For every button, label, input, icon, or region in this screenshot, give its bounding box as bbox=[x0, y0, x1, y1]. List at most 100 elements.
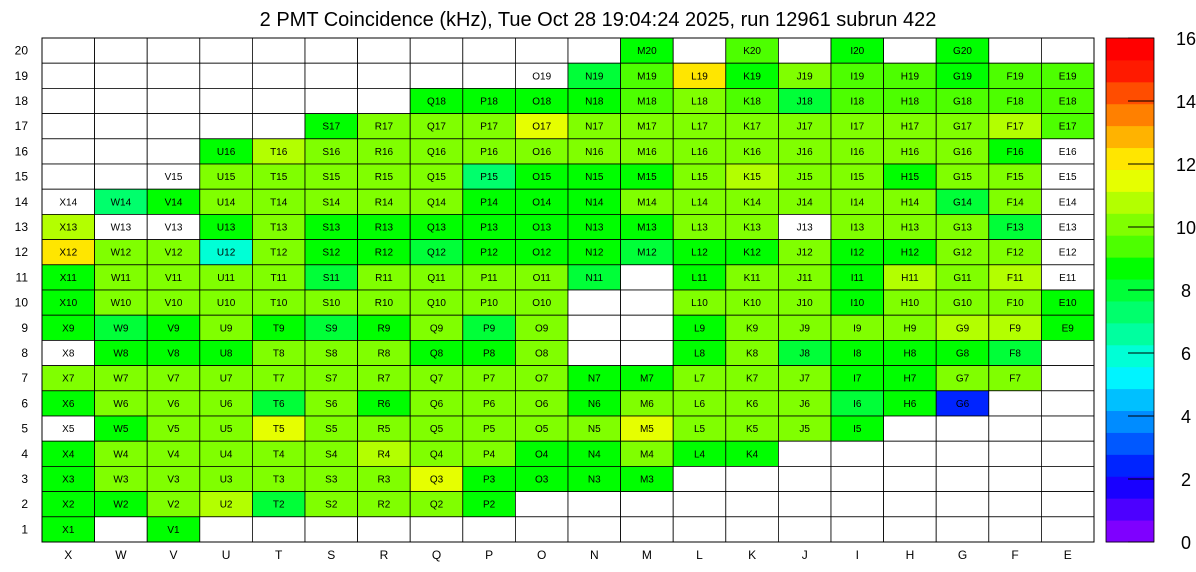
empty-cell bbox=[146, 113, 201, 140]
heatmap-cell bbox=[462, 339, 516, 366]
heatmap-cell bbox=[620, 440, 674, 467]
heatmap-cell bbox=[830, 390, 884, 417]
heatmap-cell bbox=[146, 516, 201, 543]
cell-label: N15 bbox=[585, 172, 604, 183]
x-tick-label: P bbox=[485, 548, 493, 562]
heatmap-cell bbox=[778, 264, 832, 291]
colorbar-band bbox=[1106, 366, 1154, 390]
empty-cell bbox=[515, 491, 569, 518]
cell-label: P16 bbox=[480, 147, 498, 158]
y-tick-label: 17 bbox=[15, 119, 29, 133]
cell-label: I9 bbox=[853, 323, 862, 334]
heatmap-cell bbox=[725, 239, 779, 266]
empty-cell bbox=[94, 113, 148, 140]
cell-label: Q14 bbox=[427, 197, 446, 208]
heatmap-cell bbox=[725, 415, 779, 442]
cell-label: O17 bbox=[532, 122, 551, 133]
heatmap-cell bbox=[462, 239, 516, 266]
heatmap-cell bbox=[462, 88, 516, 115]
cell-label: W3 bbox=[113, 475, 128, 486]
empty-cell bbox=[988, 465, 1042, 492]
cell-label: T10 bbox=[270, 298, 288, 309]
heatmap-cell bbox=[94, 213, 148, 240]
cell-label: V9 bbox=[167, 323, 180, 334]
cell-label: T7 bbox=[273, 374, 285, 385]
empty-cell bbox=[251, 516, 306, 543]
empty-cell bbox=[462, 62, 516, 89]
heatmap-cell bbox=[725, 163, 779, 190]
empty-cell bbox=[725, 465, 779, 492]
colorbar-band bbox=[1106, 344, 1154, 368]
cell-label: S15 bbox=[322, 172, 340, 183]
heatmap-cell bbox=[567, 465, 621, 492]
cell-label: U12 bbox=[217, 248, 236, 259]
heatmap-cell bbox=[830, 138, 884, 165]
cell-label: F18 bbox=[1006, 97, 1024, 108]
cell-label: V2 bbox=[167, 500, 180, 511]
cell-label: I11 bbox=[851, 273, 865, 284]
colorbar-tick-label: 16 bbox=[1176, 29, 1196, 49]
cell-label: T4 bbox=[273, 449, 285, 460]
heatmap-cell bbox=[199, 339, 253, 366]
cell-label: H7 bbox=[904, 374, 917, 385]
heatmap-cell bbox=[251, 239, 306, 266]
cell-label: I16 bbox=[850, 147, 864, 158]
cell-label: H13 bbox=[901, 223, 920, 234]
cell-label: Q16 bbox=[427, 147, 446, 158]
cell-label: L9 bbox=[694, 323, 706, 334]
cell-label: L16 bbox=[691, 147, 708, 158]
cell-label: T15 bbox=[270, 172, 288, 183]
heatmap-cell bbox=[41, 339, 95, 366]
heatmap-cell bbox=[935, 163, 990, 190]
cell-label: M14 bbox=[637, 197, 657, 208]
cell-label: X5 bbox=[62, 424, 75, 435]
cell-label: H9 bbox=[904, 323, 917, 334]
cell-label: G13 bbox=[953, 223, 972, 234]
cell-label: G20 bbox=[953, 46, 972, 57]
cell-label: K14 bbox=[743, 197, 761, 208]
cell-label: K19 bbox=[743, 71, 761, 82]
cell-label: X11 bbox=[60, 273, 77, 284]
heatmap-cell bbox=[357, 390, 411, 417]
empty-cell bbox=[199, 516, 253, 543]
cell-label: N16 bbox=[585, 147, 604, 158]
cell-label: N12 bbox=[585, 248, 604, 259]
cell-label: J11 bbox=[797, 273, 813, 284]
cell-label: S16 bbox=[322, 147, 340, 158]
x-tick-label: O bbox=[537, 548, 546, 562]
heatmap-cell bbox=[304, 390, 358, 417]
heatmap-cell bbox=[146, 314, 201, 341]
cell-label: U4 bbox=[220, 449, 233, 460]
empty-cell bbox=[883, 440, 937, 467]
cell-label: R17 bbox=[375, 122, 394, 133]
cell-label: T6 bbox=[273, 399, 285, 410]
empty-cell bbox=[1041, 415, 1095, 442]
heatmap-cell bbox=[778, 138, 832, 165]
cell-label: H18 bbox=[901, 97, 920, 108]
heatmap-cell bbox=[515, 188, 569, 215]
empty-cell bbox=[620, 264, 674, 291]
heatmap-cell bbox=[883, 113, 937, 140]
empty-cell bbox=[567, 37, 621, 64]
empty-cell bbox=[778, 516, 832, 543]
cell-label: H17 bbox=[901, 122, 920, 133]
cell-label: I15 bbox=[850, 172, 864, 183]
cell-label: L17 bbox=[691, 122, 708, 133]
heatmap-cell bbox=[357, 491, 411, 518]
heatmap-cell bbox=[515, 390, 569, 417]
heatmap-cells: M20 K20 I20 G20 O19 N19 M19 L19 K19 J19 I19 H19 G19 F… bbox=[41, 37, 1095, 543]
heatmap-cell bbox=[94, 491, 148, 518]
heatmap-cell bbox=[883, 365, 937, 392]
heatmap-cell bbox=[778, 163, 832, 190]
cell-label: L8 bbox=[694, 349, 706, 360]
empty-cell bbox=[199, 88, 253, 115]
empty-cell bbox=[988, 390, 1042, 417]
heatmap-cell bbox=[830, 314, 884, 341]
cell-label: R4 bbox=[378, 449, 391, 460]
cell-label: I14 bbox=[850, 197, 864, 208]
cell-label: L5 bbox=[694, 424, 706, 435]
heatmap-cell bbox=[304, 339, 358, 366]
cell-label: L7 bbox=[694, 374, 706, 385]
empty-cell bbox=[146, 37, 201, 64]
